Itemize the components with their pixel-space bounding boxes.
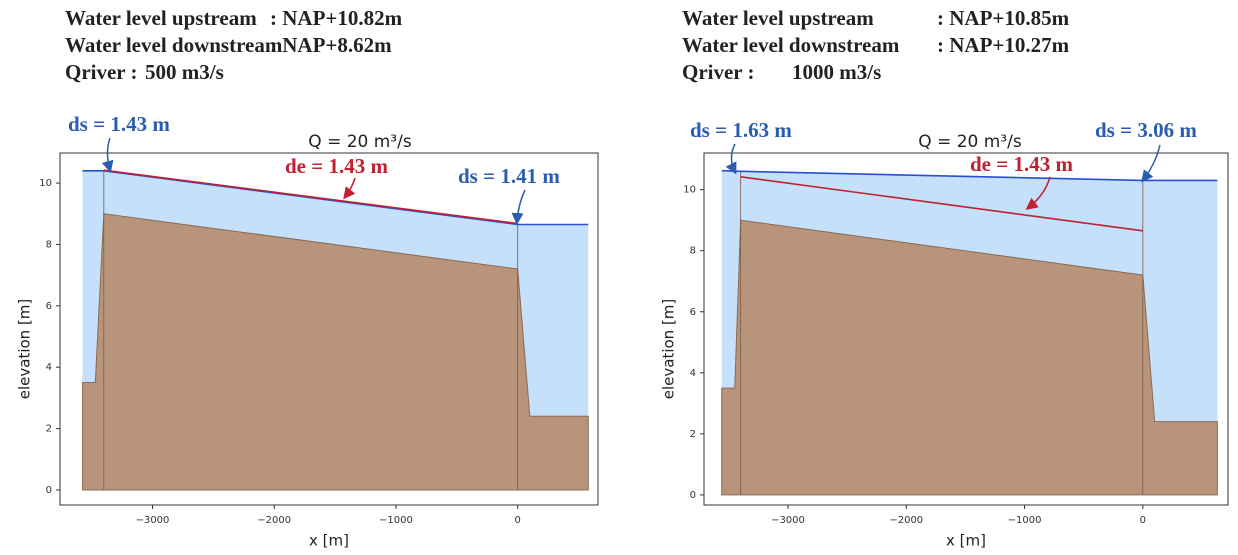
header-label: Water level downstream: [65, 33, 283, 57]
x-tick-label: 0: [1140, 515, 1146, 526]
annotation-arrow: [1025, 176, 1051, 210]
y-tick-label: 6: [690, 307, 696, 318]
annotation-arrow: [343, 177, 356, 200]
header-label: Water level upstream: [65, 6, 257, 30]
y-axis-label: elevation [m]: [16, 299, 34, 400]
y-tick-label: 10: [39, 178, 52, 189]
chart-title: Q = 20 m³/s: [918, 132, 1022, 152]
y-tick-label: 10: [683, 185, 696, 196]
y-tick-label: 2: [46, 424, 52, 435]
x-axis-label: x [m]: [946, 532, 986, 550]
annotation-arrow: [725, 143, 737, 175]
header-value: : NAP+10.27m: [937, 33, 1070, 57]
annotation: de = 1.43 m: [285, 154, 388, 178]
header-value: : NAP+8.62m: [270, 33, 392, 57]
annotation: ds = 1.43 m: [68, 112, 170, 136]
y-axis-label: elevation [m]: [660, 299, 678, 400]
header-label: Qriver :: [65, 60, 138, 84]
energy-line: [740, 176, 1143, 232]
annotation-arrow: [1141, 144, 1161, 183]
y-tick-label: 0: [46, 485, 52, 496]
header-label: Water level downstream: [682, 33, 900, 57]
x-tick-label: −3000: [136, 515, 170, 526]
y-tick-label: 8: [690, 246, 696, 257]
x-axis-label: x [m]: [309, 532, 349, 550]
x-tick-label: −2000: [889, 515, 923, 526]
annotation-arrow: [511, 189, 526, 225]
header-value: 1000 m3/s: [792, 60, 881, 84]
x-tick-label: 0: [514, 515, 520, 526]
y-tick-label: 8: [46, 239, 52, 250]
x-tick-label: −2000: [257, 515, 291, 526]
header-value: : NAP+10.82m: [270, 6, 403, 30]
y-tick-label: 4: [690, 368, 696, 379]
annotation: ds = 3.06 m: [1095, 118, 1197, 142]
annotation: ds = 1.63 m: [690, 118, 792, 142]
x-tick-label: −1000: [379, 515, 413, 526]
annotation: de = 1.43 m: [970, 152, 1073, 176]
y-tick-label: 2: [690, 429, 696, 440]
header-value: : NAP+10.85m: [937, 6, 1070, 30]
header-label: Qriver :: [682, 60, 755, 84]
y-tick-label: 6: [46, 301, 52, 312]
chart-title: Q = 20 m³/s: [308, 132, 412, 152]
annotation-arrow: [101, 137, 114, 173]
x-tick-label: −1000: [1008, 515, 1042, 526]
y-tick-label: 0: [690, 490, 696, 501]
energy-line: [103, 169, 518, 225]
header-label: Water level upstream: [682, 6, 874, 30]
annotation: ds = 1.41 m: [458, 164, 560, 188]
x-tick-label: −3000: [771, 515, 805, 526]
header-value: 500 m3/s: [145, 60, 224, 84]
y-tick-label: 4: [46, 362, 52, 373]
